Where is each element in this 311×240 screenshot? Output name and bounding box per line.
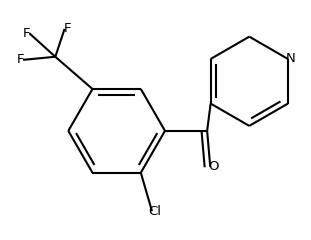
Text: Cl: Cl: [149, 205, 162, 218]
Text: N: N: [285, 53, 295, 66]
Text: F: F: [63, 22, 71, 35]
Text: O: O: [208, 160, 219, 173]
Text: F: F: [17, 53, 24, 66]
Text: F: F: [23, 27, 30, 40]
